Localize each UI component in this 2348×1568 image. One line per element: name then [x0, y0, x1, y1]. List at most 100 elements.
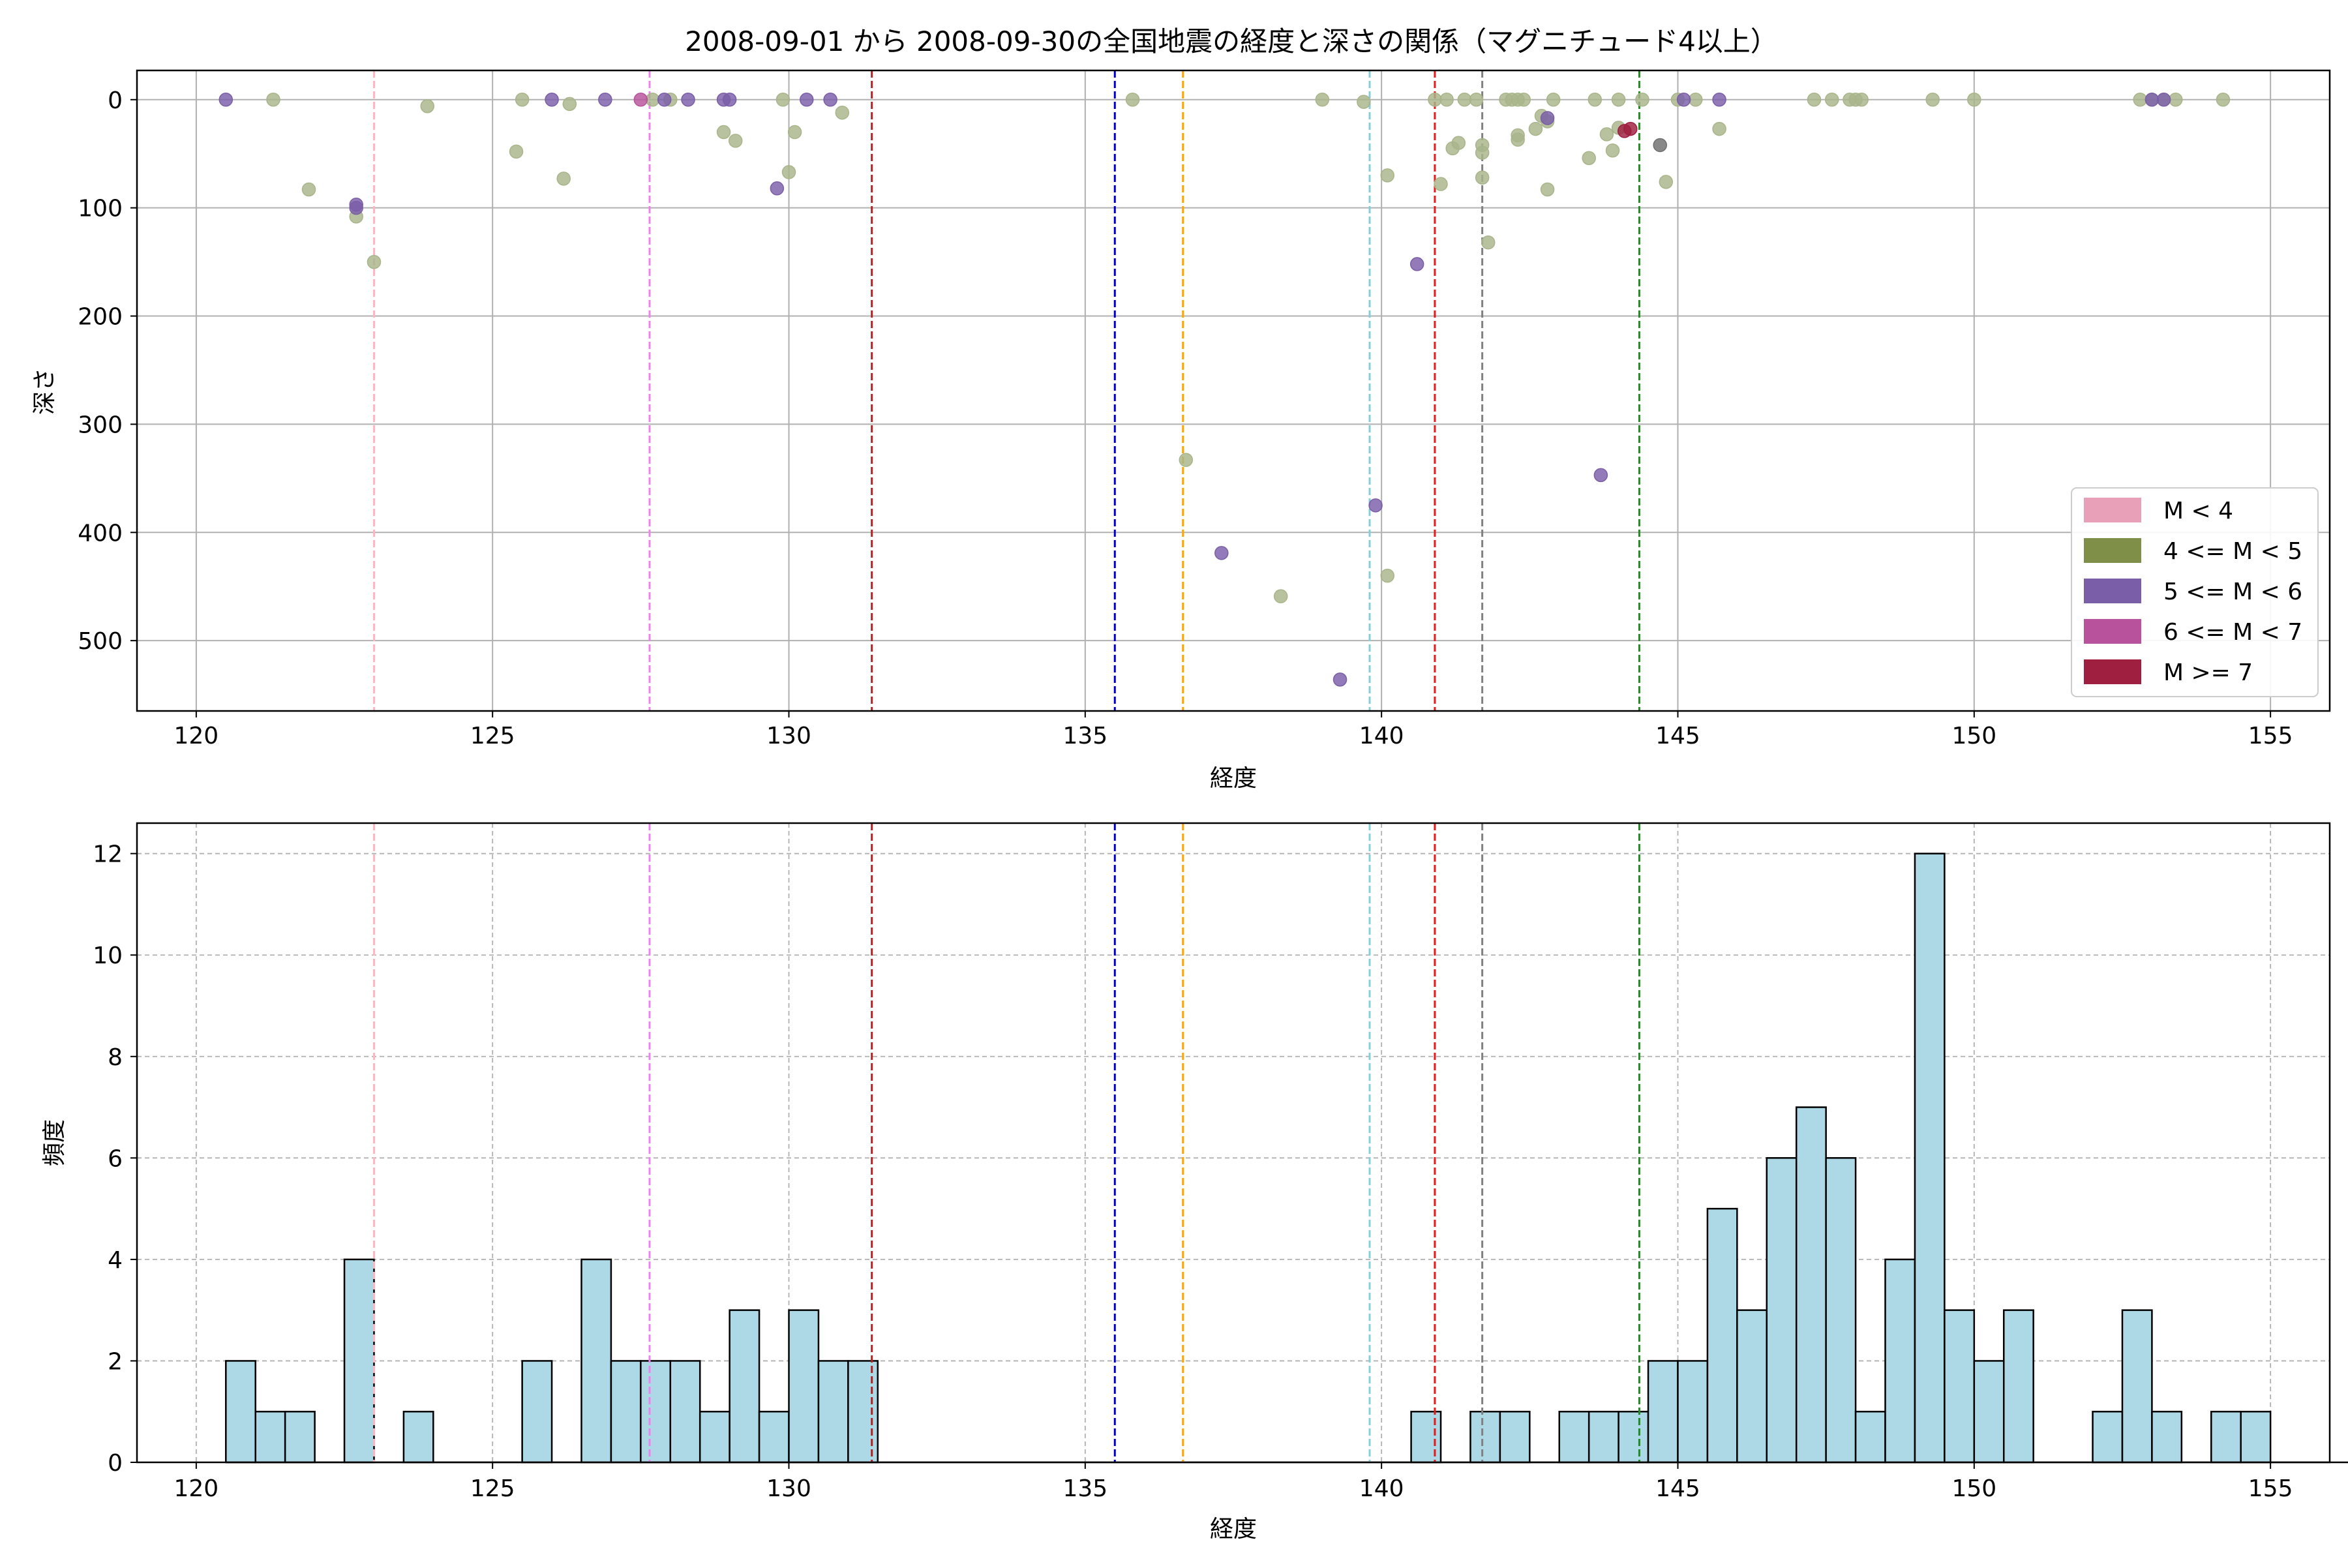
histogram-x-tick-label: 145 — [1655, 1475, 1700, 1502]
scatter-point — [722, 93, 737, 107]
scatter-point — [1273, 589, 1288, 603]
histogram-reference-lines — [372, 823, 1640, 1462]
histogram-y-tick-label: 8 — [108, 1044, 123, 1071]
scatter-point — [218, 93, 233, 107]
legend: M < 4 4 <= M < 5 5 <= M < 6 6 <= M < 7 M >= … — [2071, 487, 2319, 697]
scatter-point — [800, 93, 814, 107]
histogram-bar — [1469, 1410, 1501, 1464]
histogram-bar — [2240, 1410, 2272, 1464]
histogram-x-tick-label: 155 — [2248, 1475, 2293, 1502]
scatter-point — [1439, 93, 1454, 107]
scatter-x-axis-label: 経度 — [1210, 765, 1257, 792]
scatter-point — [367, 254, 382, 269]
scatter-point — [1712, 121, 1726, 136]
scatter-y-tick-label: 0 — [108, 87, 123, 114]
legend-swatch — [2084, 659, 2141, 684]
scatter-point — [1380, 568, 1394, 583]
scatter-point — [1528, 121, 1543, 136]
scatter-point — [1357, 95, 1371, 109]
histogram-y-tick-label: 2 — [108, 1348, 123, 1375]
scatter-point — [1605, 143, 1620, 158]
histogram-y-tick-label: 0 — [108, 1450, 123, 1477]
scatter-x-tick-label: 150 — [1951, 723, 1996, 749]
histogram-bar — [343, 1258, 375, 1464]
histogram-bar — [1914, 852, 1946, 1464]
legend-label: 6 <= M < 7 — [2163, 619, 2302, 646]
scatter-points — [218, 93, 2231, 687]
histogram-bar — [729, 1309, 760, 1464]
histogram-bar — [2210, 1410, 2242, 1464]
histogram-bar — [1647, 1360, 1679, 1464]
scatter-point — [633, 93, 648, 107]
scatter-point — [1623, 121, 1638, 136]
histogram-panel: 120 125 130 135 140 145 150 155 0 2 4 6 8 10 12 経度 頻度 — [41, 822, 2348, 1543]
histogram-y-tick-label: 10 — [93, 942, 123, 969]
legend-label: M >= 7 — [2163, 659, 2253, 686]
scatter-point — [1434, 177, 1448, 191]
scatter-point — [509, 144, 524, 159]
scatter-point — [770, 181, 785, 196]
histogram-bar — [2092, 1410, 2124, 1464]
scatter-point — [1368, 498, 1383, 513]
histogram-bar — [610, 1360, 642, 1464]
scatter-point — [1332, 672, 1347, 687]
histogram-bar — [758, 1410, 790, 1464]
histogram-bar — [817, 1360, 849, 1464]
histogram-bar — [2151, 1410, 2183, 1464]
legend-swatch — [2084, 619, 2141, 644]
legend-swatch — [2084, 498, 2141, 522]
scatter-point — [1511, 132, 1525, 147]
scatter-point — [681, 93, 695, 107]
scatter-y-tick-label: 400 — [78, 520, 123, 547]
scatter-point — [1516, 93, 1531, 107]
histogram-x-tick-label: 135 — [1062, 1475, 1107, 1502]
histogram-bar — [1558, 1410, 1590, 1464]
histogram-bar — [254, 1410, 286, 1464]
histogram-y-axis-label: 頻度 — [41, 1119, 68, 1166]
histogram-y-tick-label: 12 — [93, 841, 123, 868]
histogram-bar — [2121, 1309, 2153, 1464]
scatter-point — [1428, 93, 1442, 107]
histogram-y-tick-label: 6 — [108, 1145, 123, 1172]
scatter-point — [1653, 138, 1667, 153]
scatter-x-tick-label: 125 — [470, 723, 515, 749]
histogram-y-tick-label: 4 — [108, 1247, 123, 1274]
scatter-point — [775, 93, 790, 107]
scatter-point — [301, 182, 316, 197]
scatter-x-ticks: 120 125 130 135 140 145 150 155 — [174, 711, 2293, 749]
scatter-x-tick-label: 145 — [1655, 723, 1700, 749]
scatter-y-tick-label: 500 — [78, 628, 123, 655]
histogram-bar — [1499, 1410, 1531, 1464]
scatter-grid — [137, 70, 2330, 711]
scatter-point — [1179, 453, 1194, 467]
histogram-bar — [1795, 1106, 1827, 1464]
scatter-point — [1451, 136, 1466, 150]
histogram-bar — [1677, 1360, 1709, 1464]
depth-scatter-panel: 120 125 130 135 140 145 150 155 0 100 200 300 400 50… — [31, 69, 2331, 792]
histogram-x-tick-label: 125 — [470, 1475, 515, 1502]
histogram-bar — [699, 1410, 730, 1464]
scatter-point — [2156, 93, 2171, 107]
scatter-point — [1540, 111, 1555, 125]
histogram-bar — [521, 1360, 553, 1464]
histogram-x-tick-label: 130 — [766, 1475, 811, 1502]
scatter-point — [1540, 182, 1555, 197]
scatter-point — [1593, 468, 1608, 483]
scatter-point — [515, 93, 530, 107]
scatter-point — [1676, 93, 1691, 107]
scatter-x-tick-label: 135 — [1062, 723, 1107, 749]
scatter-point — [787, 125, 802, 140]
scatter-point — [1380, 168, 1394, 183]
histogram-plot-frame — [136, 822, 2331, 1464]
scatter-point — [1582, 151, 1596, 166]
scatter-point — [1635, 93, 1649, 107]
scatter-point — [1925, 93, 1940, 107]
scatter-point — [266, 93, 280, 107]
scatter-point — [1712, 93, 1726, 107]
scatter-x-tick-label: 155 — [2248, 723, 2293, 749]
scatter-point — [2216, 93, 2231, 107]
legend-label: 4 <= M < 5 — [2163, 538, 2302, 565]
scatter-point — [562, 97, 577, 112]
